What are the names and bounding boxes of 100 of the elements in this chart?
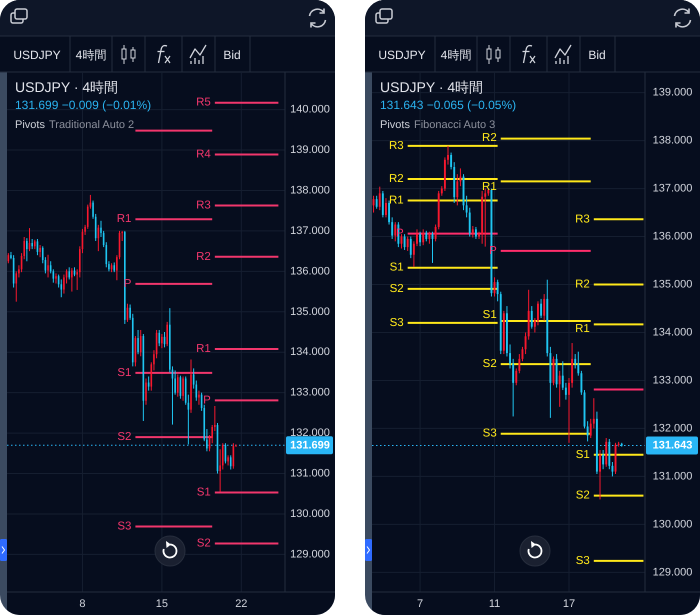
candlestick: [419, 231, 422, 247]
candlestick: [182, 376, 184, 402]
candlestick: [34, 239, 36, 250]
candlestick: [68, 266, 70, 280]
series-label: R3: [196, 199, 211, 212]
annotation: Fibonacci Auto 3: [414, 119, 496, 131]
annotation: Pivots: [15, 119, 46, 131]
y-tick-label: 135.000: [652, 278, 692, 291]
y-tick-label: 138.000: [290, 184, 330, 196]
series-label: S1: [576, 448, 590, 461]
y-tick-label: 129.000: [652, 566, 692, 578]
candlestick: [126, 303, 128, 322]
candlestick: [404, 234, 406, 250]
candlestick: [8, 252, 10, 264]
series-label: R2: [388, 172, 404, 185]
text: 4時間: [440, 48, 472, 62]
y-tick-label: 134.000: [652, 326, 692, 338]
y-tick-label: 133.000: [290, 386, 330, 399]
y-tick-label: 132.000: [652, 422, 692, 434]
series-label: S1: [117, 366, 132, 379]
text: Bid: [223, 48, 241, 62]
y-tick-label: 136.000: [290, 265, 330, 278]
candlestick: [376, 195, 378, 210]
candlestick: [474, 226, 477, 240]
x-tick-label: 7: [417, 598, 424, 610]
candlestick: [406, 236, 409, 252]
candlestick: [137, 329, 139, 355]
text: USDJPY: [378, 48, 426, 62]
candlestick: [494, 276, 496, 297]
annotation: Traditional Auto 2: [48, 119, 134, 131]
candlestick: [428, 231, 430, 244]
series-label: S1: [196, 486, 211, 499]
series-label: S2: [117, 431, 132, 444]
series-label: P: [203, 394, 212, 406]
series-label: R2: [482, 132, 497, 144]
candlestick: [552, 356, 554, 386]
x-tick-label: 8: [79, 598, 86, 610]
candlestick: [425, 230, 428, 242]
candlestick: [47, 254, 49, 278]
x-tick-label: 15: [156, 598, 168, 610]
y-tick-label: 139.000: [652, 86, 692, 99]
candlestick: [71, 268, 73, 292]
y-tick-label: 132.000: [290, 427, 330, 440]
candlestick: [166, 321, 168, 347]
candlestick: [602, 450, 604, 470]
y-tick-label: 130.000: [652, 518, 692, 530]
candlestick: [145, 378, 147, 406]
text: 4時間: [76, 48, 106, 62]
candlestick: [161, 334, 163, 349]
text: 131.699 −0.009 (−0.01%): [15, 98, 152, 112]
series-label: S3: [482, 428, 497, 440]
text: Bid: [588, 48, 606, 62]
y-tick-label: 135.000: [290, 306, 330, 318]
candlestick: [543, 294, 546, 321]
series-label: R2: [575, 278, 590, 291]
candlestick: [472, 225, 474, 238]
series-label: R1: [482, 181, 497, 194]
series-label: R1: [196, 342, 211, 355]
y-tick-label: 134.000: [290, 346, 330, 358]
candlestick: [31, 238, 33, 250]
text: USDJPY · 4時間: [15, 79, 118, 95]
series-label: R5: [196, 96, 211, 109]
candlestick: [36, 238, 38, 256]
series-label: S2: [196, 537, 211, 550]
series-label: R1: [388, 194, 404, 207]
ref-line-label: 131.699: [290, 439, 330, 452]
series-label: R1: [116, 213, 132, 226]
series-label: S1: [482, 308, 497, 321]
candlestick: [28, 228, 30, 252]
candlestick: [574, 354, 576, 369]
x-tick-label: 22: [235, 598, 248, 610]
candlestick: [422, 228, 424, 246]
y-tick-label: 139.000: [290, 144, 330, 156]
candlestick: [372, 195, 375, 214]
candlestick: [432, 231, 434, 264]
y-tick-label: 137.000: [652, 182, 692, 195]
candlestick: [198, 390, 200, 406]
candlestick: [385, 198, 387, 218]
series-label: S2: [576, 490, 590, 502]
series-label: R2: [196, 250, 211, 263]
y-tick-label: 131.000: [652, 470, 692, 482]
candlestick: [232, 442, 234, 470]
candlestick: [592, 398, 595, 429]
series-label: S3: [576, 554, 590, 567]
text: USDJPY · 4時間: [380, 79, 484, 95]
y-tick-label: 129.000: [290, 548, 330, 560]
candlestick: [164, 332, 166, 348]
y-tick-label: 131.000: [290, 468, 330, 480]
candlestick: [55, 272, 57, 284]
series-label: R4: [196, 148, 212, 160]
series-label: R3: [388, 140, 404, 152]
y-tick-label: 138.000: [652, 134, 692, 147]
candlestick: [98, 224, 100, 252]
y-tick-label: 137.000: [290, 224, 330, 237]
candlestick: [180, 375, 182, 400]
x-tick-label: 17: [562, 598, 576, 610]
y-tick-label: 136.000: [652, 230, 692, 243]
y-tick-label: 140.000: [290, 104, 330, 116]
candlestick: [590, 418, 592, 439]
candlestick: [224, 442, 226, 464]
